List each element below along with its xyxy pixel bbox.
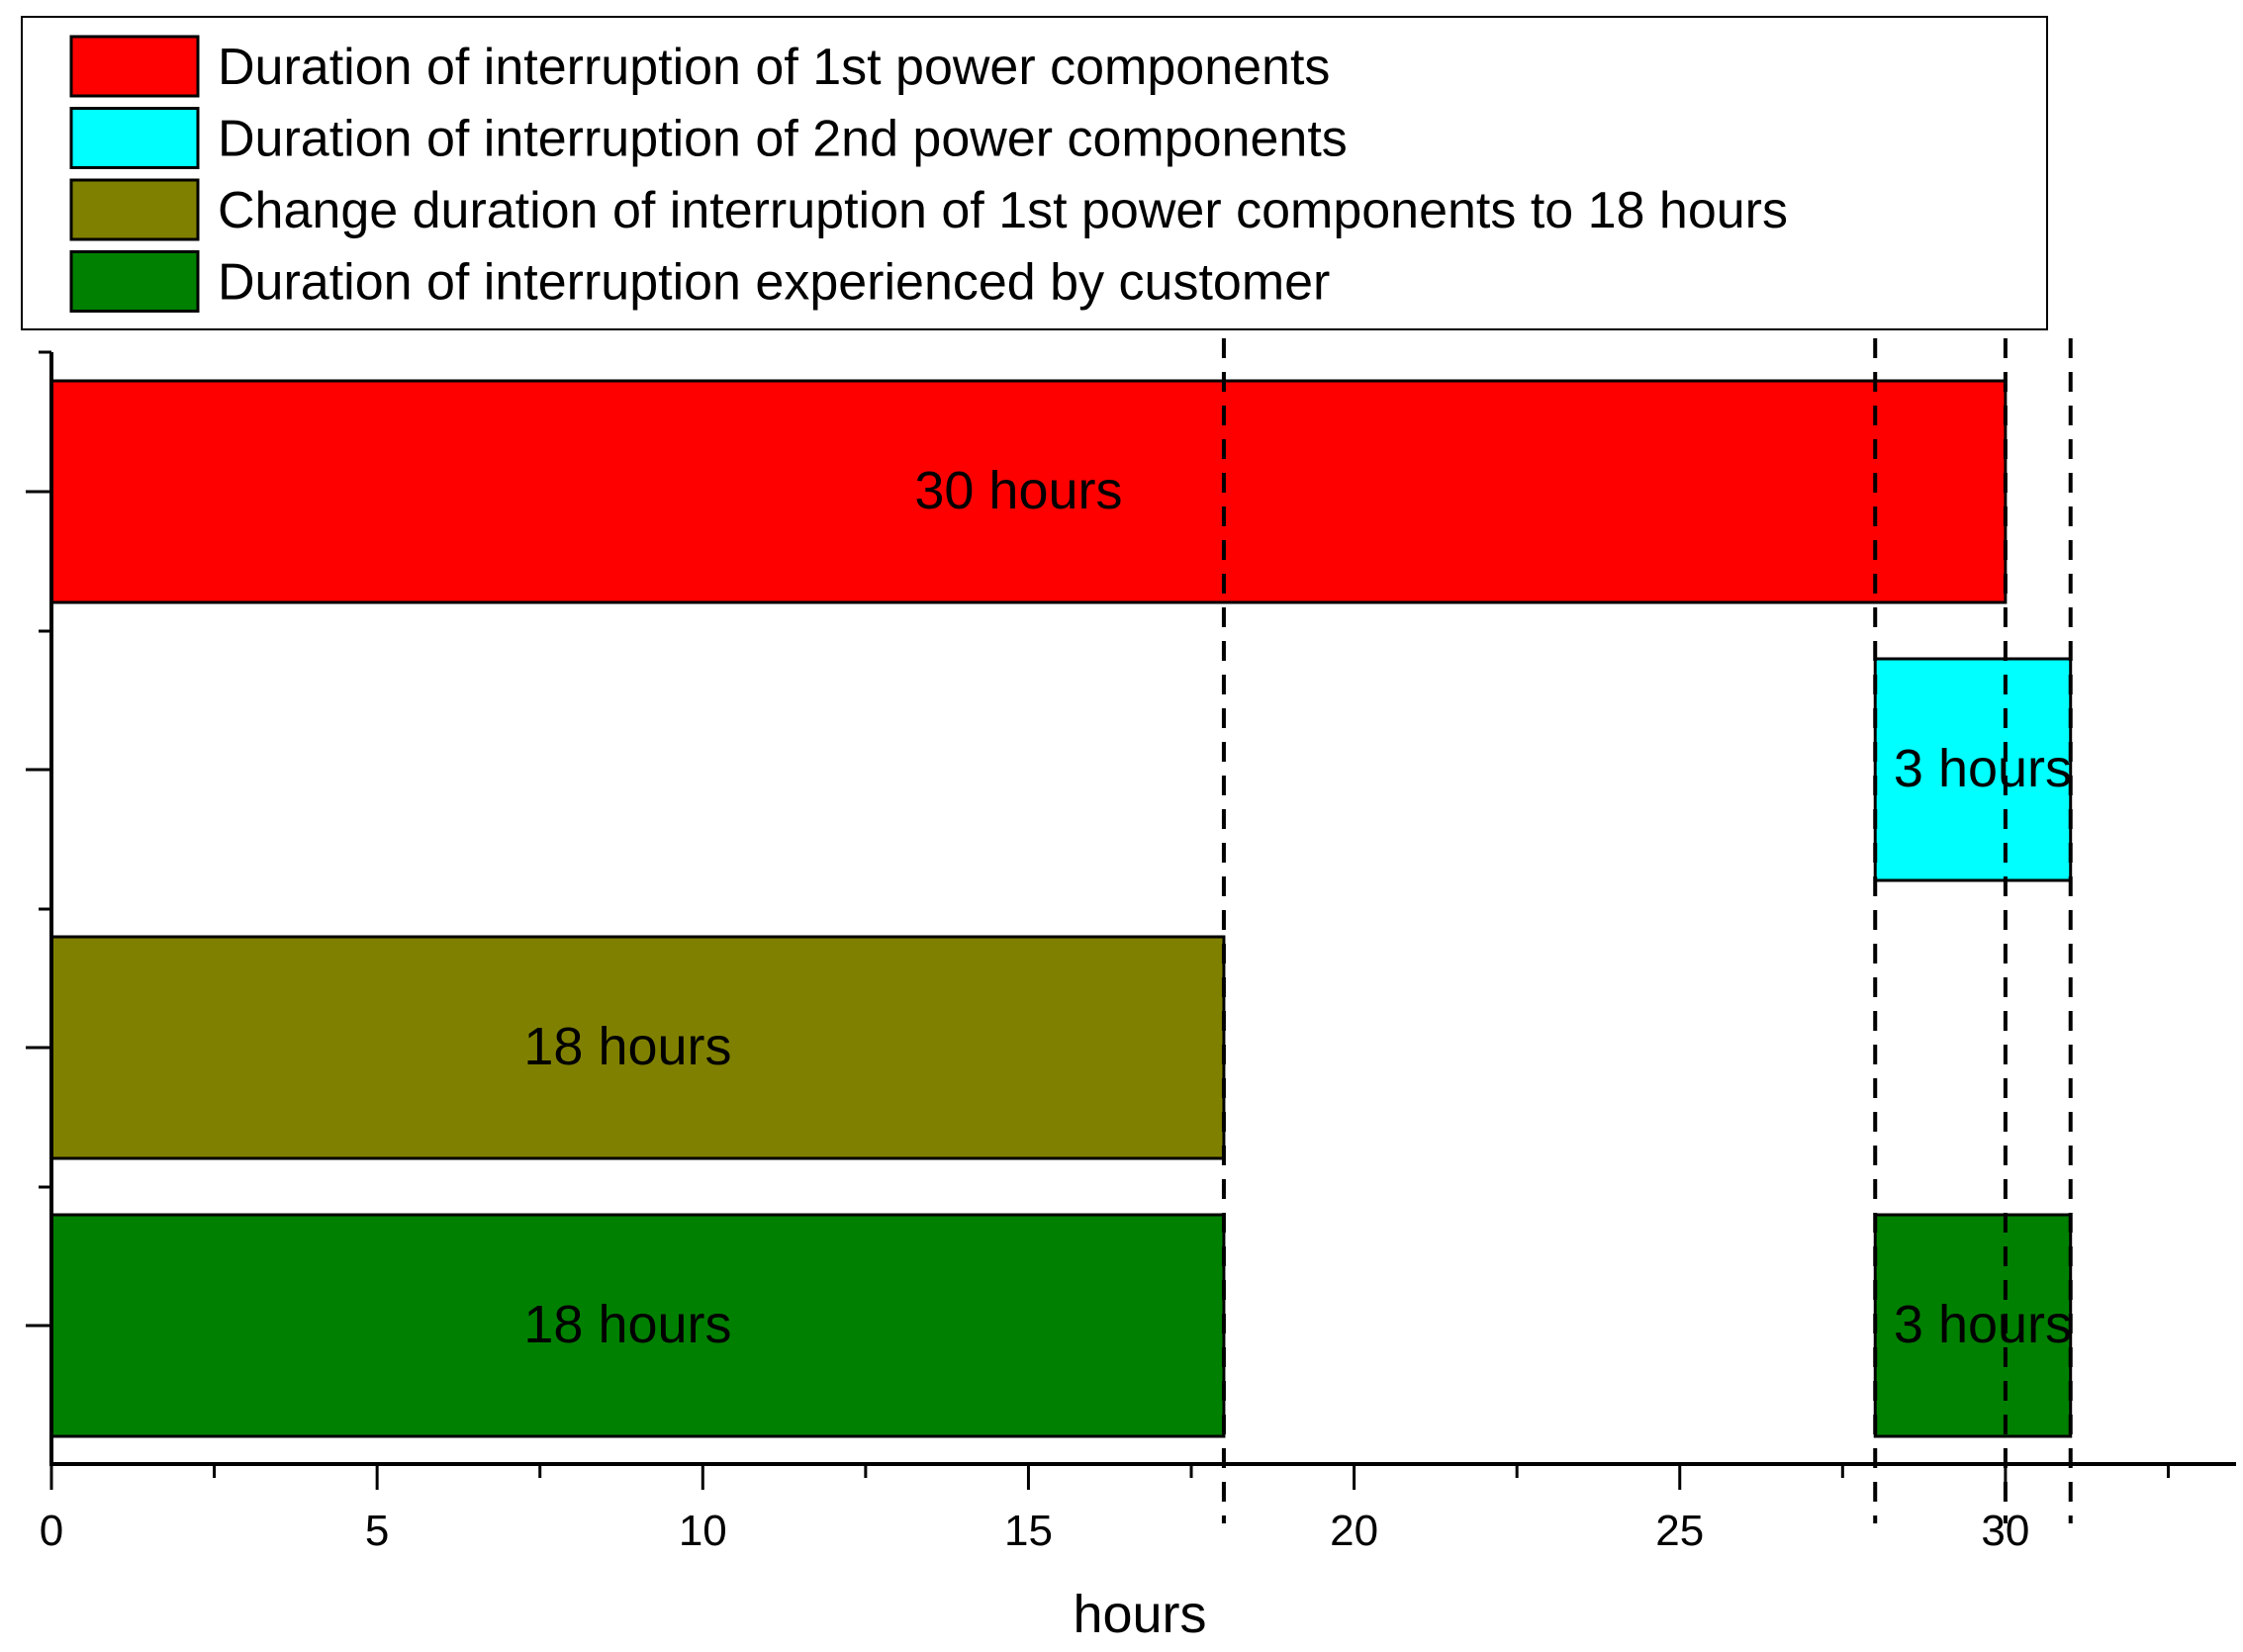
x-tick-label: 5 <box>365 1507 389 1555</box>
bar-data-label: 18 hours <box>523 1295 731 1354</box>
bar-data-label: 30 hours <box>914 461 1122 520</box>
bar-data-label: 18 hours <box>523 1017 731 1076</box>
bar <box>49 935 1226 1160</box>
legend-label: Duration of interruption of 1st power co… <box>218 39 1330 96</box>
legend-swatch <box>69 178 200 241</box>
bar <box>1873 1213 2073 1438</box>
x-tick-label: 30 <box>1981 1507 2029 1555</box>
legend-swatch <box>69 250 200 313</box>
legend-swatch <box>69 35 200 98</box>
legend: Duration of interruption of 1st power co… <box>21 16 2048 330</box>
legend-label: Duration of interruption experienced by … <box>218 254 1330 312</box>
x-tick-label: 10 <box>679 1507 727 1555</box>
x-tick-label: 20 <box>1330 1507 1378 1555</box>
legend-label: Change duration of interruption of 1st p… <box>218 182 1788 239</box>
x-tick-label: 15 <box>1004 1507 1053 1555</box>
bar <box>1873 657 2073 882</box>
legend-label: Duration of interruption of 2nd power co… <box>218 111 1348 168</box>
x-tick-label: 0 <box>40 1507 63 1555</box>
bar-data-label: 3 hours <box>1894 1295 2072 1354</box>
x-axis-label: hours <box>1073 1585 1206 1644</box>
bar-data-label: 3 hours <box>1894 739 2072 798</box>
x-tick-label: 25 <box>1655 1507 1704 1555</box>
legend-swatch <box>69 107 200 169</box>
legend-frame <box>21 16 2048 330</box>
bar <box>49 379 2008 604</box>
bar <box>49 1213 1226 1438</box>
plot-area: 30 hours 3 hours 18 hours 18 hours 3 hours 0… <box>26 338 2236 1555</box>
